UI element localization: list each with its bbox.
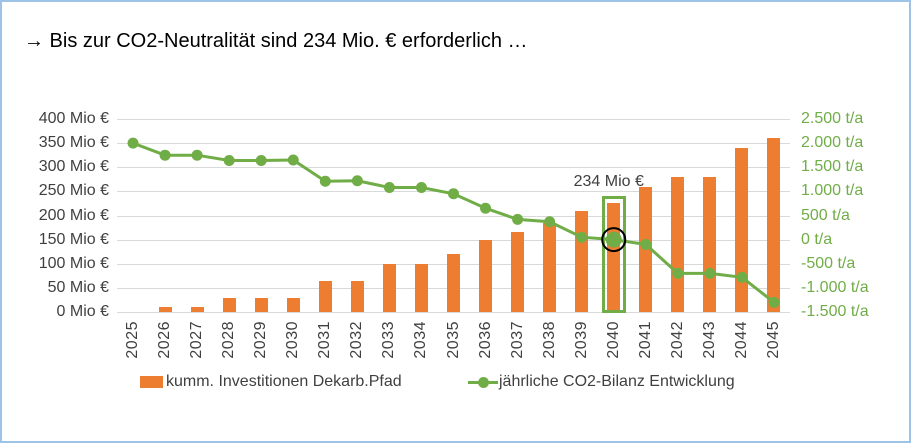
right-axis-tick: 2.500 t/a [801,110,864,127]
line-point-2031 [319,175,331,187]
gridline [117,215,790,217]
line-point-2033 [383,182,395,194]
x-label-2033: 2033 [380,321,398,359]
line-point-2034 [415,182,427,194]
x-label-2036: 2036 [476,321,494,359]
bar-2036 [479,239,493,312]
gridline [117,239,790,241]
bar-2030 [286,297,300,312]
bar-2028 [222,297,236,312]
x-label-2044: 2044 [732,321,750,359]
highlight-box-2040 [601,196,626,313]
line-point-2026 [159,149,171,161]
line-marker-icon [468,376,498,389]
x-label-2031: 2031 [316,321,334,359]
bar-2034 [414,263,428,312]
page-title: → Bis zur CO2-Neutralität sind 234 Mio. … [24,30,528,52]
line-point-2044 [736,271,748,283]
bar-2027 [190,307,204,312]
x-label-2026: 2026 [156,321,174,359]
line-point-2027 [191,149,203,161]
left-axis-tick: 100 Mio € [38,254,109,272]
bar-2033 [382,263,396,312]
gridline [117,167,790,169]
legend-label-co2-bilanz: jährliche CO2-Bilanz Entwicklung [499,373,735,390]
bar-2029 [254,297,268,312]
gridline [117,312,790,313]
x-label-2037: 2037 [508,321,526,359]
x-label-2035: 2035 [444,321,462,359]
right-axis-tick: -1.000 t/a [801,278,869,296]
right-axis-tick: 0 t/a [801,230,833,248]
x-label-2040: 2040 [604,321,622,359]
x-label-2043: 2043 [700,321,718,359]
legend-item-co2-bilanz: jährliche CO2-Bilanz Entwicklung [468,373,735,391]
line-point-2043 [704,267,716,279]
x-label-2041: 2041 [636,321,654,359]
bar-2037 [511,232,525,312]
line-point-2045 [768,296,780,308]
line-point-2035 [448,188,459,200]
left-axis-tick: 150 Mio € [38,230,109,248]
x-label-2032: 2032 [348,321,366,359]
right-axis-tick: 1.500 t/a [801,158,864,176]
bar-2035 [447,254,460,312]
bar-2026 [158,307,172,312]
bar-2043 [703,176,717,312]
line-point-2038 [544,216,556,228]
right-axis-tick: 2.000 t/a [801,134,864,152]
x-label-2030: 2030 [284,321,302,359]
legend-item-investitionen: kumm. Investitionen Dekarb.Pfad [140,373,402,391]
x-label-2029: 2029 [252,321,270,359]
left-axis-tick: 0 Mio € [56,303,109,320]
line-point-2036 [480,202,492,214]
bar-swatch-icon [140,376,163,388]
line-point-2037 [512,213,524,225]
line-point-2029 [255,154,267,166]
highlight-ring [601,227,627,253]
bar-2042 [671,176,685,312]
right-axis-tick: -1.500 t/a [801,303,869,320]
line-point-2025 [127,137,139,149]
bar-2045 [767,138,781,312]
right-axis-tick: 500 t/a [801,206,850,224]
x-label-2025: 2025 [124,321,142,359]
bar-2040 [607,203,621,312]
left-axis-tick: 200 Mio € [38,206,109,224]
left-axis-tick: 400 Mio € [38,110,109,127]
left-axis-tick: 50 Mio € [47,278,109,296]
x-label-2034: 2034 [412,321,430,359]
annotation-label: 234 Mio € [573,173,644,190]
left-axis-tick: 350 Mio € [38,134,109,152]
bar-2031 [318,280,332,312]
bar-2044 [735,147,749,312]
gridline [117,119,790,120]
line-point-2041 [640,238,652,250]
left-axis-tick: 250 Mio € [38,182,109,200]
left-axis-tick: 300 Mio € [38,158,109,176]
x-label-2027: 2027 [188,321,206,359]
line-point-2042 [672,267,684,279]
x-label-2045: 2045 [764,321,782,359]
line-point-2028 [223,154,235,166]
bar-2032 [350,280,364,312]
x-label-2042: 2042 [668,321,686,359]
line-point-2032 [351,175,363,187]
legend-label-investitionen: kumm. Investitionen Dekarb.Pfad [166,373,402,390]
gridline [117,143,790,145]
line-point-2040 [605,231,622,248]
line-point-2039 [576,231,588,243]
right-axis-tick: 1.000 t/a [801,182,864,200]
x-label-2038: 2038 [540,321,558,359]
x-label-2028: 2028 [220,321,238,359]
x-label-2039: 2039 [572,321,590,359]
right-axis-tick: -500 t/a [801,254,856,272]
line-point-2030 [287,154,299,166]
bar-2038 [543,222,557,312]
